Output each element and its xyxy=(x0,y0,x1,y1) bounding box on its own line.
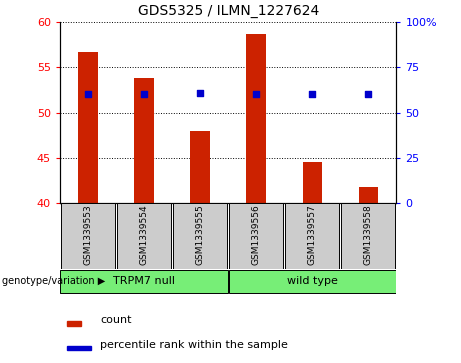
FancyBboxPatch shape xyxy=(173,203,227,269)
Text: GSM1339558: GSM1339558 xyxy=(364,204,373,265)
Bar xyxy=(78,52,98,203)
Point xyxy=(309,91,316,97)
Bar xyxy=(67,346,91,350)
Point xyxy=(84,91,92,97)
Point xyxy=(140,91,148,97)
Point xyxy=(253,91,260,97)
Bar xyxy=(359,187,378,203)
Point xyxy=(365,91,372,97)
Point xyxy=(196,90,204,95)
Text: GSM1339553: GSM1339553 xyxy=(83,204,93,265)
FancyBboxPatch shape xyxy=(229,270,396,293)
Bar xyxy=(302,162,322,203)
Text: GSM1339557: GSM1339557 xyxy=(308,204,317,265)
Text: wild type: wild type xyxy=(287,276,338,286)
Bar xyxy=(247,33,266,203)
Text: TRPM7 null: TRPM7 null xyxy=(113,276,175,286)
Title: GDS5325 / ILMN_1227624: GDS5325 / ILMN_1227624 xyxy=(137,4,319,18)
Bar xyxy=(67,321,81,326)
Text: GSM1339555: GSM1339555 xyxy=(195,204,205,265)
FancyBboxPatch shape xyxy=(342,203,396,269)
Bar xyxy=(190,131,210,203)
Text: GSM1339554: GSM1339554 xyxy=(140,204,148,265)
FancyBboxPatch shape xyxy=(117,203,171,269)
FancyBboxPatch shape xyxy=(229,203,283,269)
FancyBboxPatch shape xyxy=(61,203,115,269)
Text: count: count xyxy=(100,315,132,325)
FancyBboxPatch shape xyxy=(285,203,339,269)
Bar xyxy=(134,78,154,203)
Text: genotype/variation ▶: genotype/variation ▶ xyxy=(2,276,106,286)
FancyBboxPatch shape xyxy=(60,270,228,293)
Text: percentile rank within the sample: percentile rank within the sample xyxy=(100,339,288,350)
Text: GSM1339556: GSM1339556 xyxy=(252,204,261,265)
